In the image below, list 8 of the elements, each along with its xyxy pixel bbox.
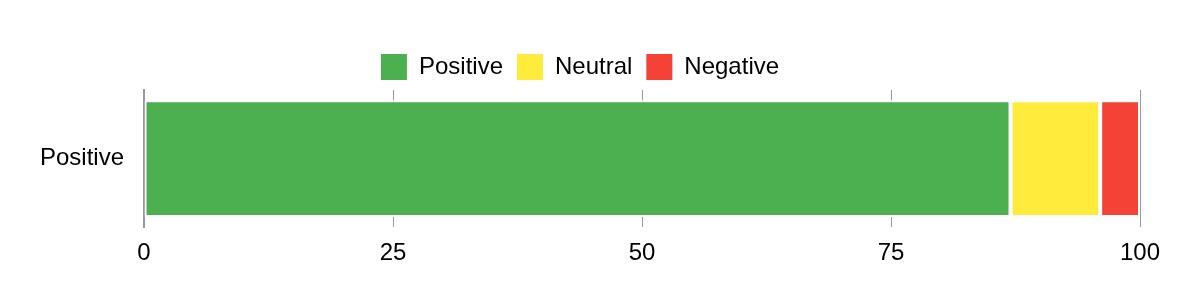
x-tick-label: 25	[379, 238, 407, 266]
x-tick-label: 75	[877, 238, 905, 266]
x-tick-label: 100	[1119, 238, 1161, 266]
legend-label: Neutral	[554, 51, 633, 79]
legend-label: Negative	[684, 51, 780, 79]
legend-label: Positive	[418, 51, 503, 79]
x-tick-label: 50	[628, 238, 656, 266]
x-tick-label: 0	[137, 238, 151, 266]
